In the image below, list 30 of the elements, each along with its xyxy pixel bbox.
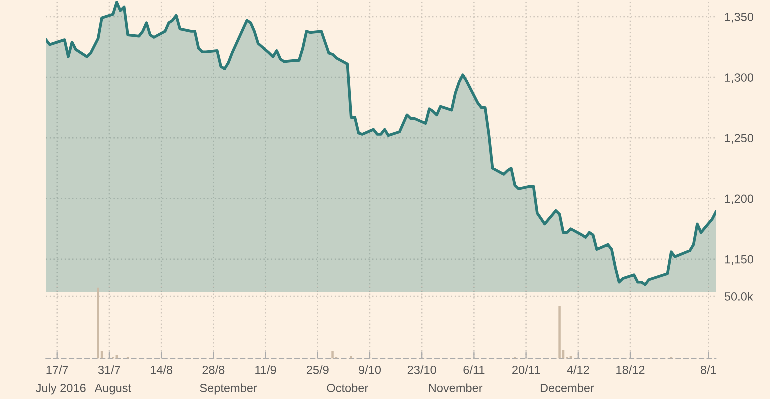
x-tick-label: 17/7: [46, 366, 68, 374]
y-tick-label: 1,300: [725, 74, 754, 84]
x-tick-label: 9/10: [359, 366, 382, 374]
x-tick-label: 8/1: [700, 366, 716, 374]
y-tick-label: 1,350: [725, 13, 754, 23]
x-tick-label: 25/9: [306, 366, 329, 374]
x-tick-label: 4/12: [567, 366, 590, 374]
bar: [97, 288, 100, 359]
x-tick-label: 14/8: [150, 366, 173, 374]
x-tick-label: 18/12: [616, 366, 645, 374]
y-tick-label: 1,200: [725, 194, 754, 205]
bar: [332, 351, 334, 359]
y-tick-label: 50.0k: [724, 292, 754, 301]
bar: [350, 356, 352, 359]
x2-tick-label: September: [200, 384, 258, 395]
x2-tick-label: December: [540, 384, 594, 392]
x2-tick-label: October: [327, 384, 368, 392]
y-tick-label: 1,250: [725, 134, 754, 144]
x-tick-label: 31/7: [98, 366, 120, 374]
x-tick-label: 28/8: [202, 366, 225, 374]
bar: [558, 306, 561, 359]
x2-tick-label: November: [429, 384, 483, 392]
x2-tick-label: July 2016: [36, 384, 86, 395]
x-tick-label: 6/11: [464, 366, 485, 374]
x-tick-label: 11/9: [256, 366, 276, 374]
y-tick-label: 1,150: [725, 255, 754, 266]
x-tick-label: 23/10: [408, 366, 436, 374]
x2-tick-label: August: [94, 384, 132, 395]
x-tick-label: 20/11: [512, 366, 540, 374]
bar: [570, 356, 572, 359]
